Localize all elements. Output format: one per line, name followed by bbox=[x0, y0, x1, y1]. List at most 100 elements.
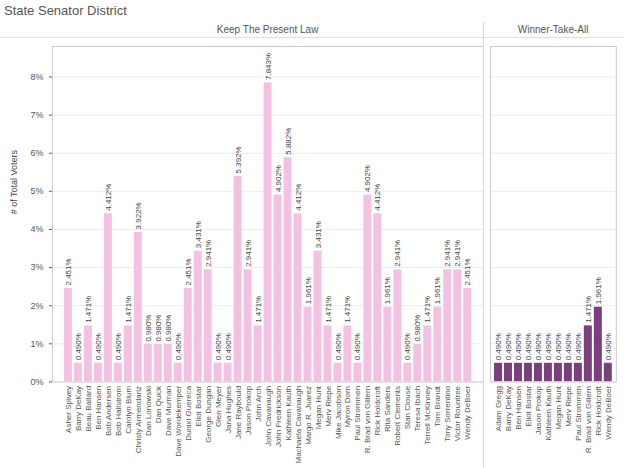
svg-text:1.961%: 1.961% bbox=[304, 277, 313, 304]
svg-text:Wendy DeBoer: Wendy DeBoer bbox=[463, 386, 472, 440]
svg-text:Wendy DeBoer: Wendy DeBoer bbox=[604, 386, 613, 440]
svg-text:Megan Hunt: Megan Hunt bbox=[554, 385, 563, 429]
svg-text:Ben Hansen: Ben Hansen bbox=[514, 386, 523, 430]
svg-text:George Dungan: George Dungan bbox=[204, 386, 213, 443]
svg-text:2.941%: 2.941% bbox=[443, 240, 452, 267]
svg-text:1.471%: 1.471% bbox=[343, 296, 352, 323]
svg-text:4%: 4% bbox=[30, 224, 43, 234]
svg-text:Megan Hunt: Megan Hunt bbox=[314, 385, 323, 429]
svg-text:Merv Riepe: Merv Riepe bbox=[564, 385, 573, 426]
svg-text:R. Brad von Gillern: R. Brad von Gillern bbox=[363, 386, 372, 453]
svg-text:3%: 3% bbox=[30, 262, 43, 272]
svg-text:0.980%: 0.980% bbox=[413, 315, 422, 342]
svg-text:Barry DeKay: Barry DeKay bbox=[74, 386, 83, 431]
svg-text:0.490%: 0.490% bbox=[214, 333, 223, 360]
svg-text:0.490%: 0.490% bbox=[514, 333, 523, 360]
svg-text:1.471%: 1.471% bbox=[584, 296, 593, 323]
svg-text:7%: 7% bbox=[30, 110, 43, 120]
svg-text:0.490%: 0.490% bbox=[74, 333, 83, 360]
svg-text:Dan Quick: Dan Quick bbox=[154, 386, 163, 423]
svg-text:Adam Gregg: Adam Gregg bbox=[494, 386, 503, 431]
svg-text:2%: 2% bbox=[30, 301, 43, 311]
svg-text:0.490%: 0.490% bbox=[564, 333, 573, 360]
svg-text:0.980%: 0.980% bbox=[144, 315, 153, 342]
svg-text:Margo R. Juarez: Margo R. Juarez bbox=[304, 386, 313, 445]
svg-text:2.451%: 2.451% bbox=[184, 258, 193, 285]
svg-text:Jason Prokop: Jason Prokop bbox=[244, 385, 253, 434]
svg-text:1.471%: 1.471% bbox=[84, 296, 93, 323]
svg-text:Eliot Bostar: Eliot Bostar bbox=[194, 386, 203, 427]
svg-text:3.922%: 3.922% bbox=[134, 202, 143, 229]
svg-text:Dave Wordekemper: Dave Wordekemper bbox=[174, 386, 183, 457]
svg-text:Paul Strommen: Paul Strommen bbox=[574, 386, 583, 441]
svg-text:Asher Spivey: Asher Spivey bbox=[64, 386, 73, 433]
svg-text:7.843%: 7.843% bbox=[264, 53, 273, 80]
svg-text:4.412%: 4.412% bbox=[373, 184, 382, 211]
svg-text:Tony Sorrentino: Tony Sorrentino bbox=[443, 385, 452, 441]
svg-text:Beau Ballard: Beau Ballard bbox=[84, 386, 93, 432]
svg-text:0.490%: 0.490% bbox=[174, 333, 183, 360]
svg-text:R. Brad von Gillern: R. Brad von Gillern bbox=[584, 386, 593, 453]
svg-text:Jane Raybould: Jane Raybould bbox=[234, 386, 243, 439]
svg-text:1.471%: 1.471% bbox=[124, 296, 133, 323]
svg-text:# of Total Voters: # of Total Voters bbox=[9, 150, 19, 215]
svg-text:5.392%: 5.392% bbox=[234, 146, 243, 173]
svg-text:5%: 5% bbox=[30, 186, 43, 196]
svg-text:Terrell McKinney: Terrell McKinney bbox=[423, 386, 432, 445]
svg-text:John Cavanaugh: John Cavanaugh bbox=[264, 386, 273, 446]
svg-text:Jana Hughes: Jana Hughes bbox=[224, 386, 233, 433]
svg-text:Mike Jacobson: Mike Jacobson bbox=[334, 386, 343, 439]
svg-text:2.941%: 2.941% bbox=[453, 240, 462, 267]
svg-text:Glen Meyer: Glen Meyer bbox=[214, 386, 223, 428]
svg-text:0.490%: 0.490% bbox=[494, 333, 503, 360]
svg-text:1%: 1% bbox=[30, 339, 43, 349]
svg-text:Merv Riepe: Merv Riepe bbox=[324, 385, 333, 426]
svg-text:8%: 8% bbox=[30, 72, 43, 82]
svg-text:0.490%: 0.490% bbox=[574, 333, 583, 360]
svg-text:Kathleen Kauth: Kathleen Kauth bbox=[284, 386, 293, 441]
svg-text:Christy Armendariz: Christy Armendariz bbox=[134, 386, 143, 453]
svg-text:0.980%: 0.980% bbox=[154, 315, 163, 342]
svg-text:Dunixi Guereca: Dunixi Guereca bbox=[184, 385, 193, 440]
svg-text:5.882%: 5.882% bbox=[284, 128, 293, 155]
svg-text:4.412%: 4.412% bbox=[294, 184, 303, 211]
svg-text:Rick Holdcroft: Rick Holdcroft bbox=[373, 385, 382, 435]
svg-text:Robert Clements: Robert Clements bbox=[393, 386, 402, 446]
svg-text:0.490%: 0.490% bbox=[94, 333, 103, 360]
svg-text:Dave Murman: Dave Murman bbox=[164, 386, 173, 436]
svg-text:Bob Hallstrom: Bob Hallstrom bbox=[114, 386, 123, 436]
svg-text:Stan Clouse: Stan Clouse bbox=[403, 385, 412, 429]
svg-text:0.490%: 0.490% bbox=[524, 333, 533, 360]
svg-text:4.412%: 4.412% bbox=[104, 184, 113, 211]
svg-text:John Arch: John Arch bbox=[254, 386, 263, 421]
svg-text:1.961%: 1.961% bbox=[594, 277, 603, 304]
svg-text:Carolyn Blum: Carolyn Blum bbox=[124, 386, 133, 434]
svg-text:Barry DeKay: Barry DeKay bbox=[504, 386, 513, 431]
svg-text:Rick Holdcroft: Rick Holdcroft bbox=[594, 385, 603, 435]
svg-text:4.902%: 4.902% bbox=[274, 165, 283, 192]
svg-text:Bob Andersen: Bob Andersen bbox=[104, 386, 113, 436]
svg-text:0.490%: 0.490% bbox=[534, 333, 543, 360]
svg-text:6%: 6% bbox=[30, 148, 43, 158]
svg-text:0%: 0% bbox=[30, 377, 43, 387]
svg-text:0.490%: 0.490% bbox=[334, 333, 343, 360]
svg-text:1.471%: 1.471% bbox=[423, 296, 432, 323]
svg-text:0.490%: 0.490% bbox=[353, 333, 362, 360]
svg-text:1.961%: 1.961% bbox=[383, 277, 392, 304]
svg-text:John Fredrickson: John Fredrickson bbox=[274, 386, 283, 447]
svg-text:0.490%: 0.490% bbox=[224, 333, 233, 360]
svg-text:Myron Dorn: Myron Dorn bbox=[343, 386, 352, 428]
svg-text:0.980%: 0.980% bbox=[164, 315, 173, 342]
svg-text:2.451%: 2.451% bbox=[463, 258, 472, 285]
svg-text:0.490%: 0.490% bbox=[544, 333, 553, 360]
svg-text:4.902%: 4.902% bbox=[363, 165, 372, 192]
svg-text:Paul Strommen: Paul Strommen bbox=[353, 386, 362, 441]
svg-text:Dan Lonowski: Dan Lonowski bbox=[144, 386, 153, 436]
svg-text:Ben Hansen: Ben Hansen bbox=[94, 386, 103, 430]
svg-text:0.490%: 0.490% bbox=[114, 333, 123, 360]
svg-text:3.431%: 3.431% bbox=[314, 221, 323, 248]
svg-text:Machaela Cavanaugh: Machaela Cavanaugh bbox=[294, 386, 303, 464]
svg-text:0.490%: 0.490% bbox=[554, 333, 563, 360]
svg-text:1.471%: 1.471% bbox=[324, 296, 333, 323]
svg-text:0.490%: 0.490% bbox=[604, 333, 613, 360]
